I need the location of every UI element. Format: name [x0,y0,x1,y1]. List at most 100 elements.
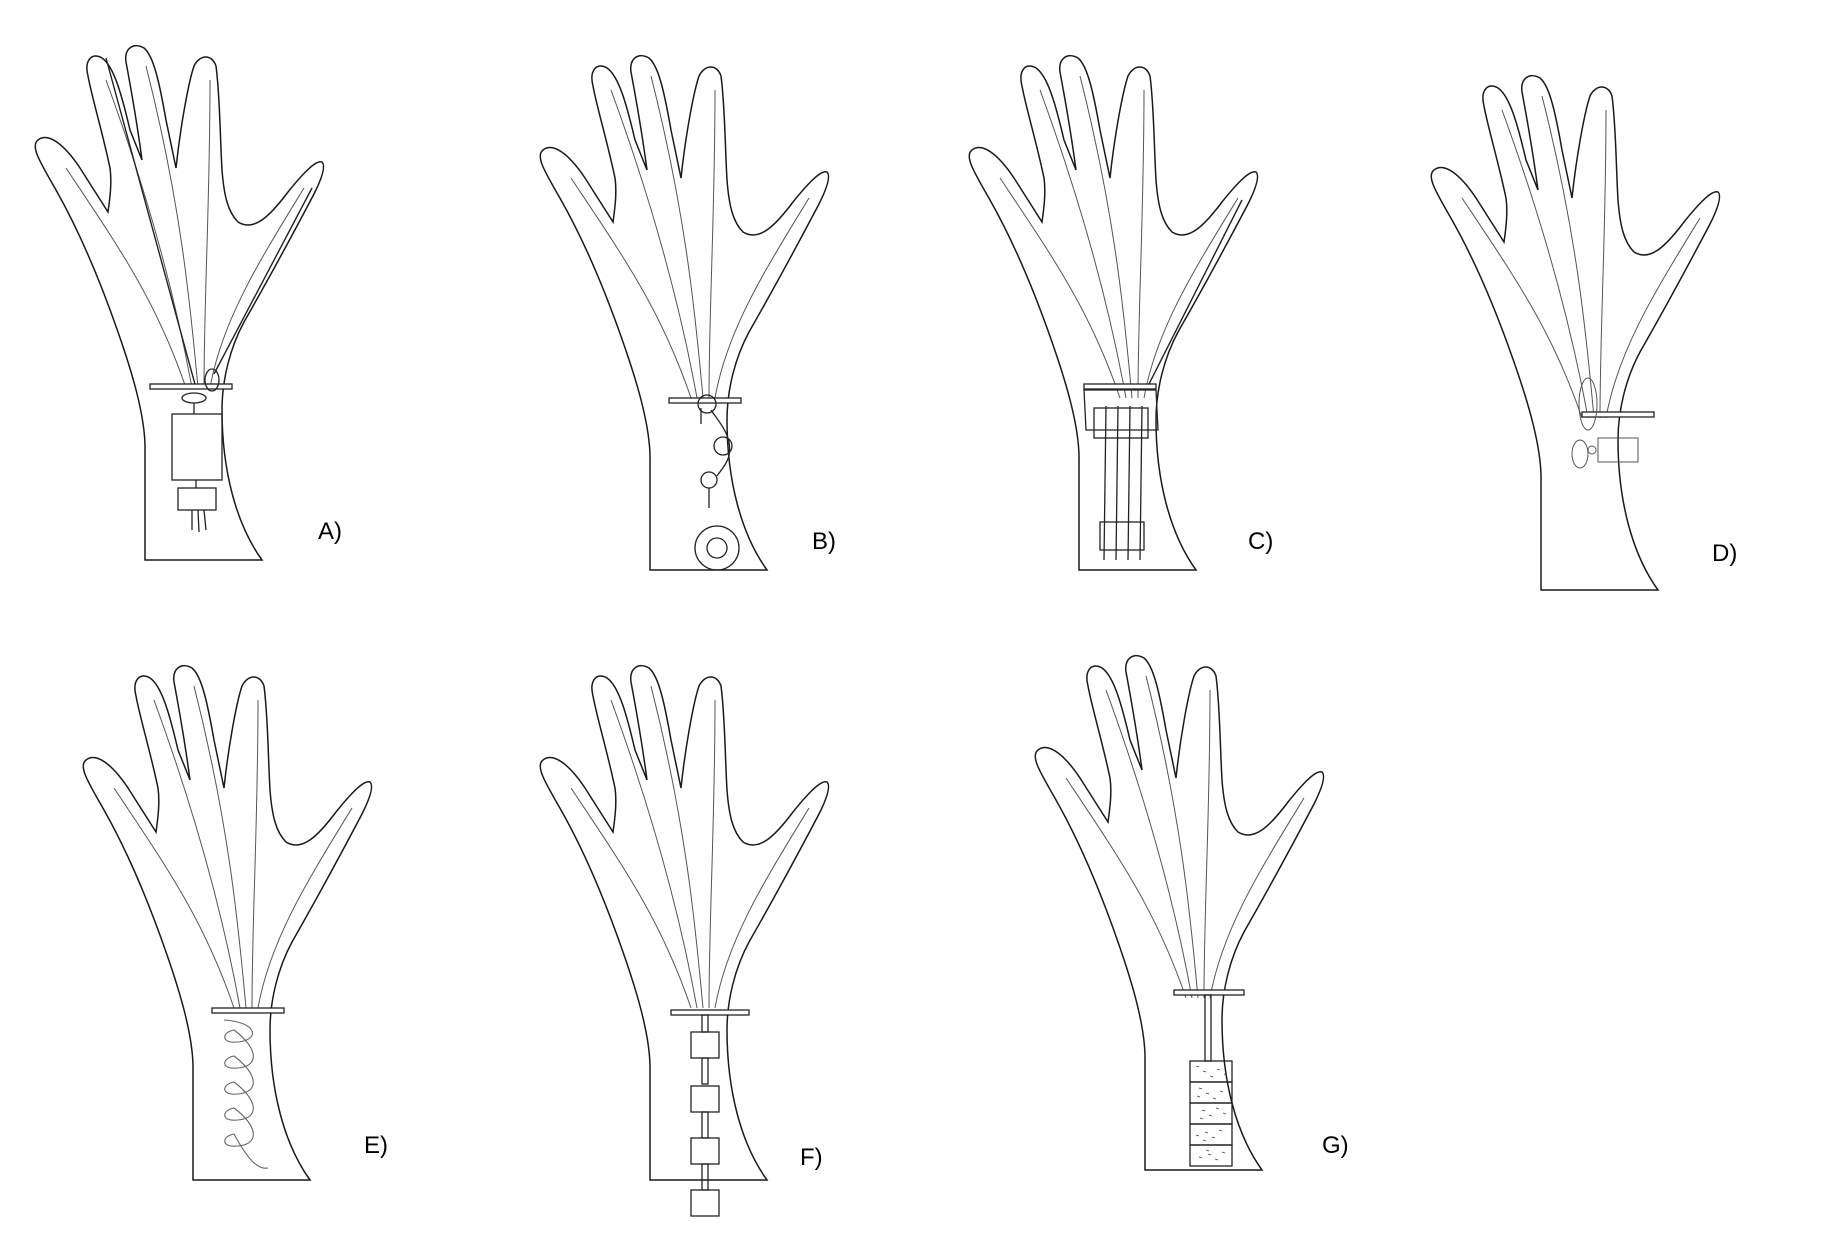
wrist-band [670,1009,750,1016]
texture-mark [1209,1075,1214,1078]
panel-label-b: B) [812,528,836,555]
chain-block-2 [690,1085,720,1113]
texture-mark [1223,1073,1228,1076]
texture-mark [1221,1151,1226,1154]
finger-tendons [1065,675,1305,999]
chain-link [701,1014,709,1033]
actuator-box [1597,437,1639,463]
panel-b [539,54,830,571]
parallel-cable-3 [1127,405,1131,561]
texture-mark [1198,1087,1203,1090]
cable [213,187,313,375]
upper-block [1093,407,1149,439]
finger-tendons [570,685,810,1009]
ring-guide [204,368,220,392]
texture-mark [1215,1107,1220,1110]
wrist-band [149,383,233,390]
hand-outline [34,44,325,561]
hand-outline [1034,654,1325,1171]
finger-tendons [570,75,810,399]
finger-tendons [1461,95,1701,419]
wrist-band [668,397,742,404]
panel-label-d: D) [1712,540,1738,567]
texture-mark [1199,1117,1204,1120]
wrist-band [211,1007,285,1014]
panel-d [1430,74,1721,591]
control-module [177,487,217,511]
texture-mark [1205,1149,1210,1152]
texture-mark [1201,1109,1206,1112]
hand-outline [539,54,830,571]
texture-mark [1198,1156,1203,1159]
texture-mark [1214,1158,1219,1161]
texture-mark [1208,1114,1213,1117]
rod [1204,994,1212,1062]
ring-guide [181,392,207,404]
wire [203,509,207,531]
panel-e [82,664,373,1181]
panel-label-e: E) [364,1132,388,1159]
hand-outline [1430,74,1721,591]
texture-mark [1218,1129,1223,1132]
finger-tendons [65,65,305,389]
actuator-box [171,413,223,481]
texture-mark [1219,1090,1224,1093]
panel-a [34,44,325,561]
texture-mark [1204,1131,1209,1134]
chain-link [701,1057,709,1085]
texture-mark [1216,1068,1221,1071]
chain-link [701,1163,709,1191]
coil-spring [223,1019,269,1169]
hand-outline [539,664,830,1181]
panel-label-c: C) [1248,528,1274,555]
parallel-cable-4 [1139,405,1143,561]
side-guide [1578,377,1598,431]
wrist-band [1581,411,1655,418]
textured-block-2 [1189,1081,1233,1104]
chain-block-1 [690,1031,720,1059]
texture-mark [1212,1097,1217,1100]
texture-mark [1222,1112,1227,1115]
panel-f [539,664,830,1217]
cable [710,409,731,477]
texture-mark [1196,1095,1201,1098]
texture-mark [1202,1070,1207,1073]
pulley [700,471,718,489]
panel-label-a: A) [318,518,342,545]
texture-mark [1205,1092,1210,1095]
chain-link [701,1111,709,1139]
panel-c [968,54,1259,571]
panel-label-g: G) [1322,1132,1349,1159]
cable [1147,199,1243,387]
texture-mark [1202,1139,1207,1142]
panel-label-f: F) [800,1144,823,1171]
wrist-band [1173,989,1245,996]
finger-tendons [113,685,353,1009]
texture-mark [1207,1153,1212,1156]
finger-tendons [999,75,1239,399]
actuator-wheel [1571,439,1589,469]
parallel-cable-2 [1115,405,1119,561]
parallel-cable-1 [1103,405,1107,561]
actuator-pin [1587,445,1597,455]
lower-block [1099,521,1145,551]
chain-block-3 [690,1137,720,1165]
panel-g [1034,654,1325,1171]
textured-block-4 [1189,1123,1233,1146]
spool [694,525,740,571]
pulley [713,436,733,456]
texture-mark [1211,1136,1216,1139]
pulley [697,394,717,414]
textured-block-5 [1189,1144,1233,1167]
hand-block [1083,389,1159,431]
texture-mark [1195,1134,1200,1137]
cable [105,57,197,389]
hand-outline [82,664,373,1181]
chain-block-4 [690,1189,720,1217]
wrist-band [1083,383,1157,390]
texture-mark [1195,1065,1200,1068]
wire [197,509,200,533]
spool-hub [706,537,728,559]
hand-outline [968,54,1259,571]
